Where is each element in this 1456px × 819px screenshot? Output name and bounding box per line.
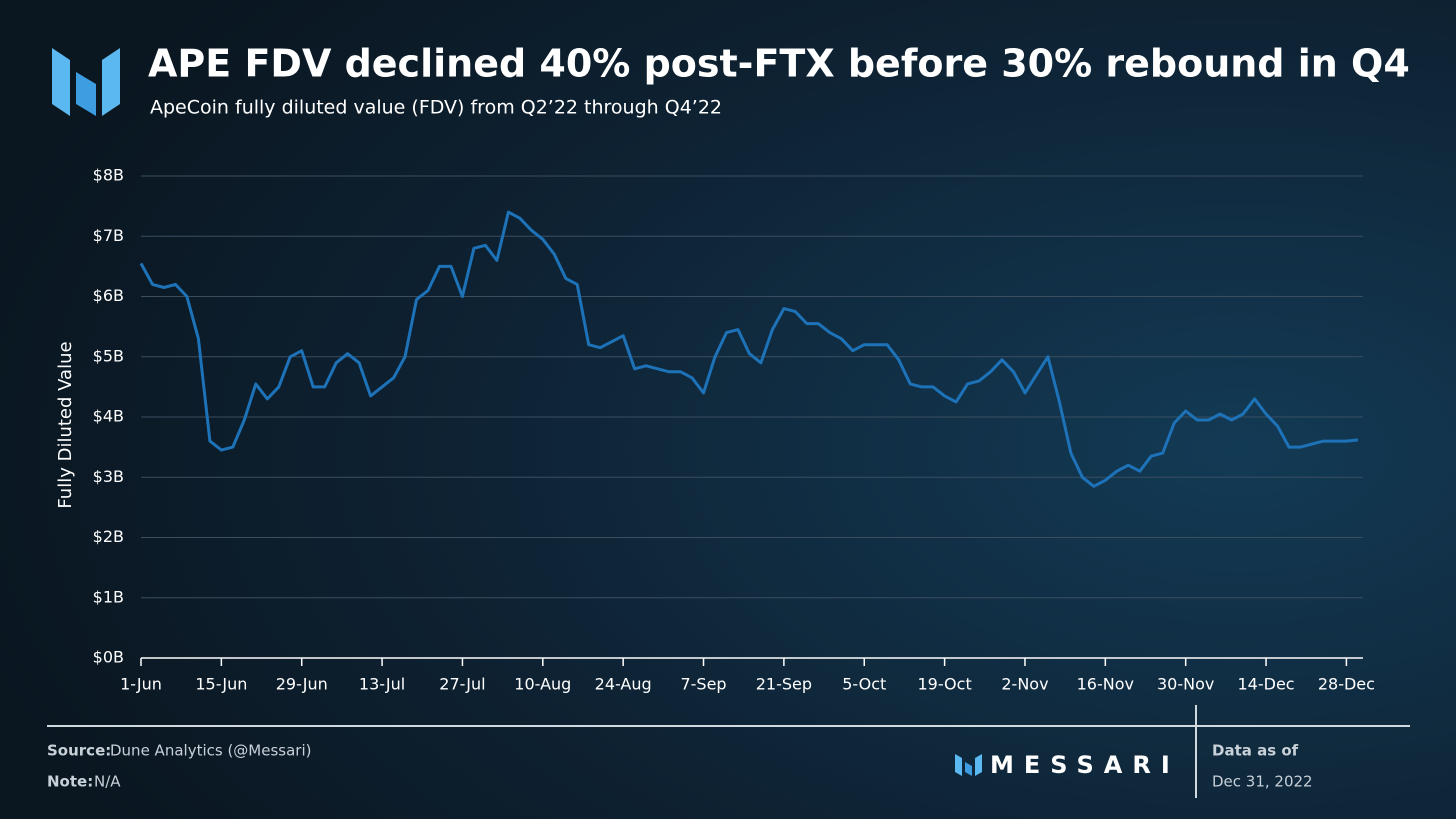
brand: MESSARI <box>990 751 1180 779</box>
y-tick-label: $3B <box>93 467 124 486</box>
x-tick-label: 28-Dec <box>1318 675 1375 694</box>
x-tick-label: 2-Nov <box>1001 675 1048 694</box>
chart-title: APE FDV declined 40% post-FTX before 30%… <box>148 42 1410 86</box>
source-label: Source: <box>47 742 111 760</box>
date: Dec 31, 2022 <box>1212 773 1313 791</box>
date-label: Data as of <box>1212 742 1299 760</box>
x-tick-label: 24-Aug <box>595 675 652 694</box>
x-tick-label: 19-Oct <box>917 675 971 694</box>
x-tick-label: 27-Jul <box>439 675 485 694</box>
data-line <box>139 210 1359 488</box>
note-label: Note: <box>47 773 93 791</box>
x-tick-label: 29-Jun <box>276 675 328 694</box>
y-axis-label: Fully Diluted Value <box>55 341 76 508</box>
logo-icon <box>52 48 120 116</box>
y-tick-label: $2B <box>93 527 124 546</box>
source: Dune Analytics (@Messari) <box>110 742 311 760</box>
x-tick-label: 10-Aug <box>514 675 571 694</box>
y-tick-label: $0B <box>93 648 124 667</box>
x-tick-label: 30-Nov <box>1157 675 1214 694</box>
y-tick-label: $5B <box>93 346 124 365</box>
x-tick-label: 5-Oct <box>842 675 886 694</box>
x-tick-label: 7-Sep <box>680 675 726 694</box>
note: N/A <box>94 773 121 791</box>
x-tick-label: 1-Jun <box>120 675 162 694</box>
y-tick-label: $8B <box>93 166 124 185</box>
x-tick-label: 15-Jun <box>195 675 247 694</box>
y-tick-label: $1B <box>93 587 124 606</box>
x-tick-label: 16-Nov <box>1077 675 1134 694</box>
y-tick-label: $4B <box>93 407 124 426</box>
y-tick-label: $6B <box>93 286 124 305</box>
x-tick-label: 13-Jul <box>359 675 405 694</box>
y-tick-label: $7B <box>93 226 124 245</box>
brand-icon <box>955 754 982 776</box>
chart-subtitle: ApeCoin fully diluted value (FDV) from Q… <box>150 97 722 119</box>
x-tick-label: 21-Sep <box>756 675 812 694</box>
x-tick-label: 14-Dec <box>1237 675 1294 694</box>
